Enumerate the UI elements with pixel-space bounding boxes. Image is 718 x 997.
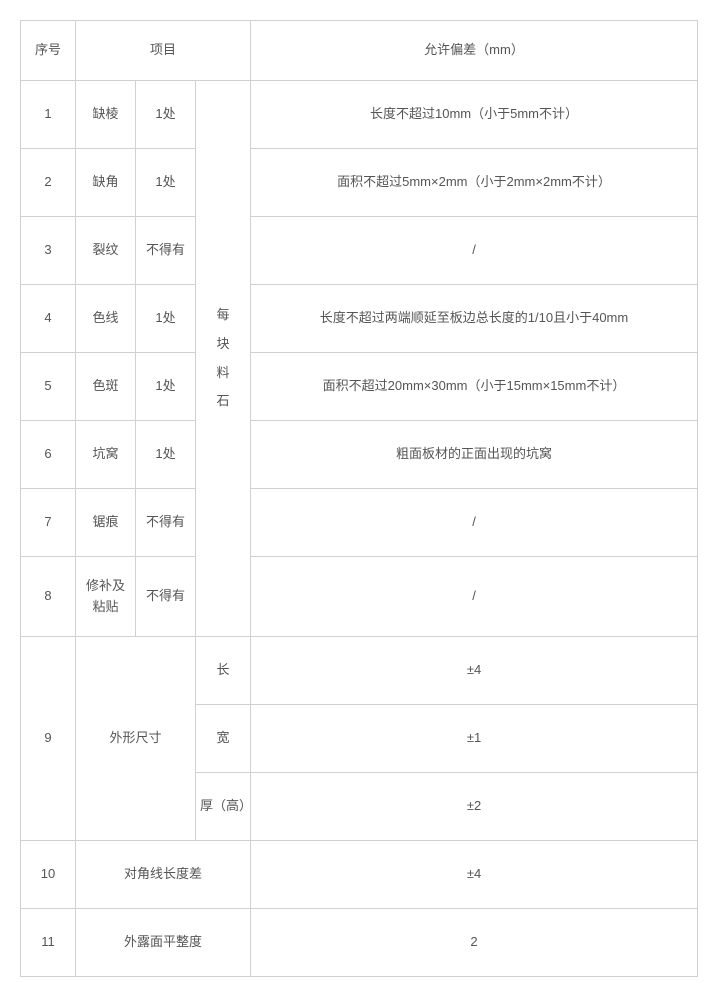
- cell-tol: 面积不超过20mm×30mm（小于15mm×15mm不计）: [251, 353, 698, 421]
- cell-item: 裂纹: [76, 217, 136, 285]
- cell-tol: 粗面板材的正面出现的坑窝: [251, 421, 698, 489]
- cell-cond: 1处: [136, 353, 196, 421]
- cell-cond: 不得有: [136, 217, 196, 285]
- cell-cond: 1处: [136, 81, 196, 149]
- cell-tol: /: [251, 489, 698, 557]
- cell-item: 修补及粘贴: [76, 557, 136, 637]
- cell-cond: 不得有: [136, 489, 196, 557]
- cell-scope: 每 块 料 石: [196, 81, 251, 637]
- cell-seq: 6: [21, 421, 76, 489]
- table-row: 8 修补及粘贴 不得有 /: [21, 557, 698, 637]
- table-row: 5 色斑 1处 面积不超过20mm×30mm（小于15mm×15mm不计）: [21, 353, 698, 421]
- cell-seq: 11: [21, 909, 76, 977]
- table-row: 9 外形尺寸 长 ±4: [21, 637, 698, 705]
- cell-seq: 10: [21, 841, 76, 909]
- cell-tol: 长度不超过两端顺延至板边总长度的1/10且小于40mm: [251, 285, 698, 353]
- scope-label: 每 块 料 石: [216, 301, 229, 415]
- table-row: 3 裂纹 不得有 /: [21, 217, 698, 285]
- table-row: 1 缺棱 1处 每 块 料 石 长度不超过10mm（小于5mm不计）: [21, 81, 698, 149]
- cell-tol: ±4: [251, 841, 698, 909]
- cell-tol: 面积不超过5mm×2mm（小于2mm×2mm不计）: [251, 149, 698, 217]
- header-seq: 序号: [21, 21, 76, 81]
- cell-cond: 1处: [136, 149, 196, 217]
- cell-tol: 2: [251, 909, 698, 977]
- table-row: 2 缺角 1处 面积不超过5mm×2mm（小于2mm×2mm不计）: [21, 149, 698, 217]
- cell-item: 缺角: [76, 149, 136, 217]
- cell-item: 外形尺寸: [76, 637, 196, 841]
- cell-seq: 1: [21, 81, 76, 149]
- cell-tol: ±1: [251, 705, 698, 773]
- table-row: 6 坑窝 1处 粗面板材的正面出现的坑窝: [21, 421, 698, 489]
- table-row: 10 对角线长度差 ±4: [21, 841, 698, 909]
- header-project: 项目: [76, 21, 251, 81]
- cell-dim: 长: [196, 637, 251, 705]
- cell-cond: 1处: [136, 285, 196, 353]
- cell-cond: 1处: [136, 421, 196, 489]
- cell-item: 锯痕: [76, 489, 136, 557]
- cell-item: 缺棱: [76, 81, 136, 149]
- cell-item: 色线: [76, 285, 136, 353]
- cell-tol: ±2: [251, 773, 698, 841]
- cell-cond: 不得有: [136, 557, 196, 637]
- cell-tol: /: [251, 557, 698, 637]
- cell-dim: 宽: [196, 705, 251, 773]
- cell-seq: 8: [21, 557, 76, 637]
- cell-seq: 4: [21, 285, 76, 353]
- cell-seq: 9: [21, 637, 76, 841]
- cell-seq: 2: [21, 149, 76, 217]
- cell-item: 色斑: [76, 353, 136, 421]
- cell-tol: /: [251, 217, 698, 285]
- cell-seq: 7: [21, 489, 76, 557]
- cell-seq: 3: [21, 217, 76, 285]
- cell-item: 坑窝: [76, 421, 136, 489]
- cell-item: 对角线长度差: [76, 841, 251, 909]
- cell-tol: ±4: [251, 637, 698, 705]
- cell-tol: 长度不超过10mm（小于5mm不计）: [251, 81, 698, 149]
- table-row: 11 外露面平整度 2: [21, 909, 698, 977]
- header-tolerance: 允许偏差（mm）: [251, 21, 698, 81]
- table-row: 7 锯痕 不得有 /: [21, 489, 698, 557]
- header-row: 序号 项目 允许偏差（mm）: [21, 21, 698, 81]
- tolerance-table: 序号 项目 允许偏差（mm） 1 缺棱 1处 每 块 料 石 长度不超过10mm…: [20, 20, 698, 977]
- cell-dim: 厚（高）: [196, 773, 251, 841]
- table-row: 4 色线 1处 长度不超过两端顺延至板边总长度的1/10且小于40mm: [21, 285, 698, 353]
- cell-seq: 5: [21, 353, 76, 421]
- cell-item: 外露面平整度: [76, 909, 251, 977]
